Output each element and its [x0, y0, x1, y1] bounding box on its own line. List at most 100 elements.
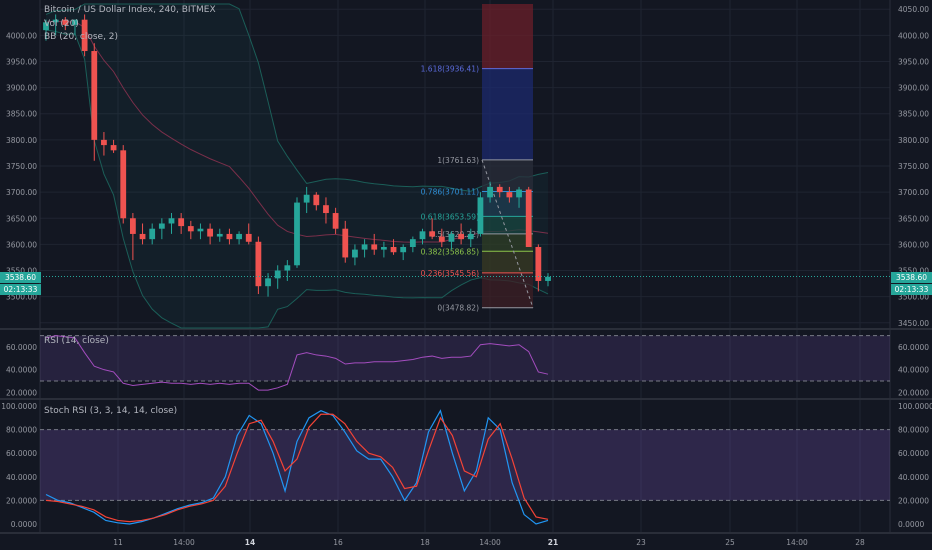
candle-body: [496, 186, 503, 193]
candle-body: [419, 231, 426, 240]
bollinger-fill: [46, 4, 548, 328]
candle-body: [62, 19, 69, 25]
stoch-axis-tick-right: 20.0000: [898, 496, 929, 505]
candle-body: [168, 218, 175, 224]
price-axis-tick: 3900.00: [898, 84, 929, 93]
stoch-rsi-panel-title: Stoch RSI (3, 3, 14, 14, close): [44, 406, 178, 416]
time-axis-tick: 18: [420, 538, 430, 547]
candle-body: [545, 276, 551, 281]
rsi-axis-tick-right: 20.0000: [898, 388, 929, 397]
price-axis-tick-left: 3600.00: [6, 240, 37, 249]
candle-body: [187, 226, 194, 232]
candle-body: [380, 247, 387, 250]
candle-body: [371, 244, 378, 250]
candle-body: [323, 205, 329, 214]
candle-body: [506, 192, 513, 198]
candle-body: [101, 139, 107, 146]
time-axis-tick: 14:00: [479, 538, 501, 547]
stoch-axis-tick: 100.0000: [1, 402, 37, 411]
candle-body: [91, 51, 98, 140]
fib-zone: [482, 4, 533, 69]
candle-body: [332, 213, 339, 229]
rsi-line: [45, 335, 549, 391]
candle-body: [400, 247, 407, 253]
time-axis-tick: 25: [725, 538, 735, 547]
price-axis-tick: 3700.00: [898, 188, 929, 197]
time-axis-tick: 16: [333, 538, 343, 547]
candle-body: [525, 189, 532, 247]
price-axis-tick-left: 3950.00: [6, 57, 37, 66]
candle-body: [216, 233, 223, 237]
rsi-axis-tick-right: 60.0000: [898, 343, 929, 352]
fib-zone: [482, 216, 533, 234]
price-axis-tick: 3750.00: [898, 162, 929, 171]
last-price-label-left: 3538.60: [0, 272, 41, 283]
candle-body: [294, 202, 300, 266]
symbol-title: Bitcoin / US Dollar Index, 240, BITMEX: [44, 5, 216, 15]
price-axis-tick-left: 3750.00: [6, 162, 37, 171]
rsi-axis-tick: 40.0000: [6, 366, 37, 375]
stoch-band: [40, 429, 890, 501]
time-axis-tick: 14: [245, 538, 255, 547]
rsi-panel-title: RSI (14, close): [44, 336, 109, 346]
rsi-axis-tick: 20.0000: [6, 388, 37, 397]
price-axis-tick-left: 3500.00: [6, 293, 37, 302]
candle-body: [226, 233, 233, 240]
fib-zone: [482, 233, 533, 252]
price-axis-tick: 3550.00: [898, 267, 929, 276]
price-axis-tick-left: 3550.00: [6, 267, 37, 276]
candle-body: [429, 231, 436, 237]
price-axis-tick: 3450.00: [898, 319, 929, 328]
candle-body: [139, 233, 146, 240]
fib-zone: [482, 272, 533, 308]
candle-body: [43, 22, 49, 31]
candle-body: [487, 186, 493, 198]
candle-body: [120, 150, 127, 219]
candle-body: [361, 244, 368, 250]
fib-level-label: 1.618(3936.41): [421, 65, 479, 74]
stoch-axis-tick: 40.0000: [6, 473, 37, 482]
candle-body: [477, 197, 484, 234]
bollinger-lower: [45, 29, 549, 329]
time-axis-tick: 28: [855, 538, 865, 547]
volume-indicator-label: Vol (20): [44, 19, 79, 29]
stoch-axis-tick: 80.0000: [6, 426, 37, 435]
stoch-axis-tick-right: 60.0000: [898, 449, 929, 458]
candle-body: [149, 228, 156, 240]
candle-body: [303, 194, 310, 203]
candle-body: [535, 247, 542, 281]
time-axis-tick: 14:00: [786, 538, 808, 547]
time-axis-tick: 14:00: [173, 538, 195, 547]
price-axis-tick-left: 3700.00: [6, 188, 37, 197]
fib-level-label: 0.382(3586.85): [421, 247, 479, 256]
fib-level-label: 0.786(3701.11): [421, 188, 479, 197]
candle-body: [178, 218, 185, 227]
candle-body: [390, 247, 397, 253]
countdown-label: 02:13:33: [891, 284, 932, 295]
price-axis-tick-left: 4000.00: [6, 31, 37, 40]
rsi-axis-tick: 60.0000: [6, 343, 37, 352]
price-axis-tick: 3800.00: [898, 136, 929, 145]
candle-body: [52, 19, 59, 23]
candle-body: [81, 19, 88, 52]
fib-level-label: 1(3761.63): [437, 156, 479, 165]
candle-body: [197, 228, 204, 232]
candle-body: [245, 233, 252, 242]
candle-body: [342, 228, 349, 258]
last-price-label: 3538.60: [891, 272, 932, 283]
price-axis-tick: 3600.00: [898, 240, 929, 249]
time-axis-tick: 23: [636, 538, 646, 547]
time-axis-tick: 11: [113, 538, 123, 547]
rsi-band: [40, 335, 890, 381]
candle-body: [236, 233, 242, 240]
price-axis-tick: 3500.00: [898, 293, 929, 302]
candle-body: [265, 278, 271, 287]
rsi-axis-tick-right: 40.0000: [898, 366, 929, 375]
fib-zone: [482, 68, 533, 160]
candle-body: [313, 194, 320, 206]
stoch-axis-tick-right: 80.0000: [898, 426, 929, 435]
price-axis-tick: 3650.00: [898, 214, 929, 223]
price-axis-tick-left: 3900.00: [6, 84, 37, 93]
